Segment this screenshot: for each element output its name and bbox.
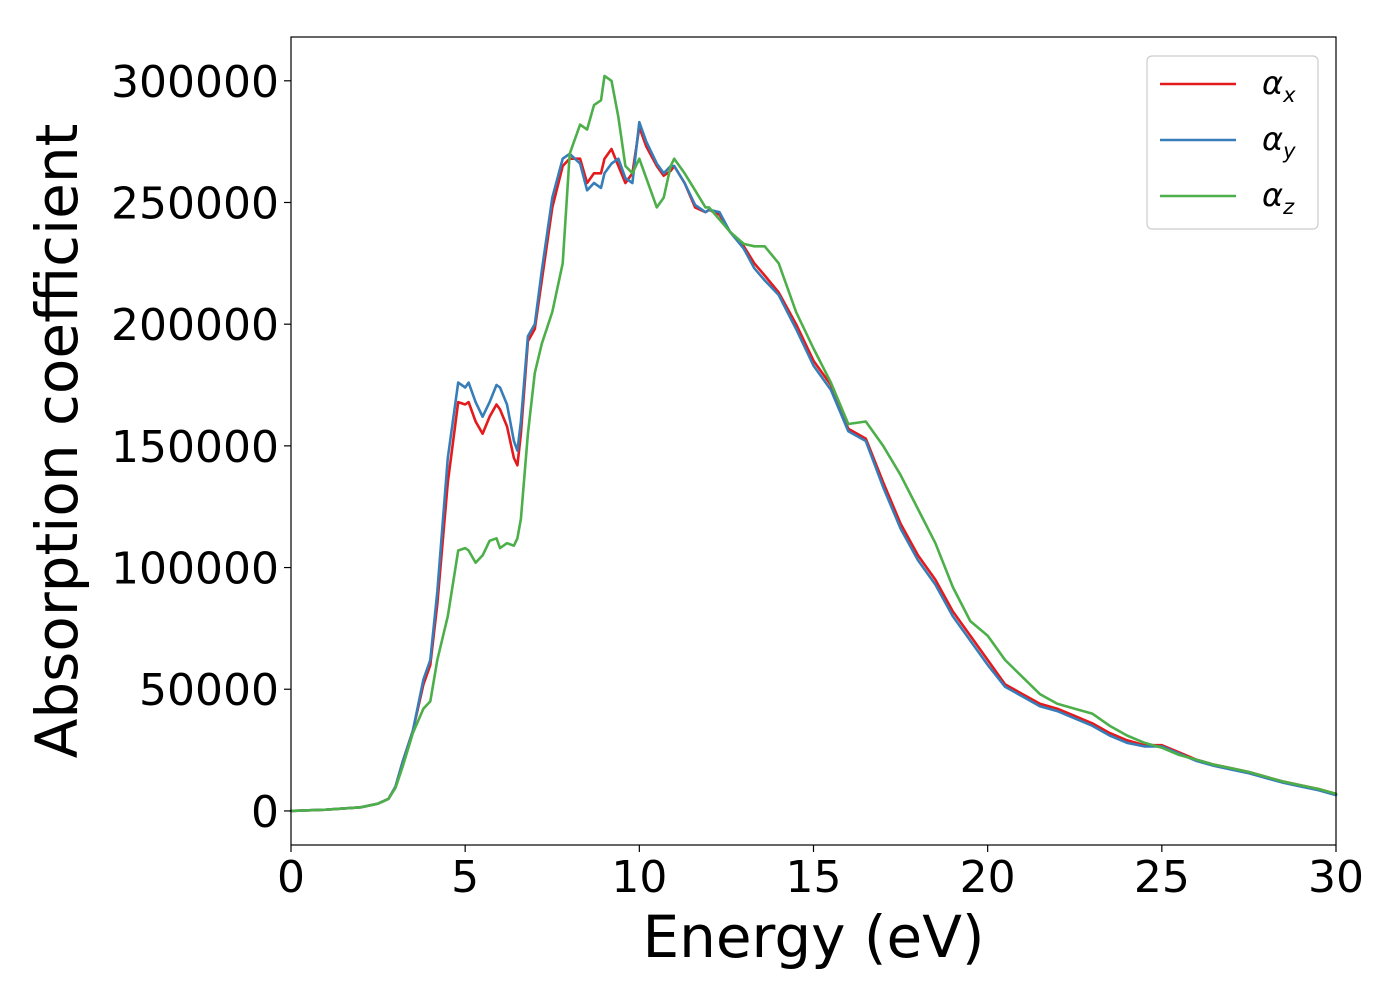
y-tick-label: 300000: [111, 57, 279, 108]
series-layer: [289, 74, 1338, 813]
y-tick-label: 150000: [111, 422, 279, 473]
y-axis-label: Absorption coefficient: [23, 124, 91, 759]
x-tick-label: 20: [960, 852, 1016, 903]
x-tick-label: 5: [451, 852, 479, 903]
x-axis-label: Energy (eV): [642, 903, 984, 971]
legend-label-z: αz: [1262, 176, 1295, 219]
x-tick-label: 15: [786, 852, 842, 903]
legend-label-x: αx: [1262, 64, 1296, 107]
x-tick-label: 0: [277, 852, 305, 903]
y-tick-label: 50000: [139, 665, 279, 716]
y-axis-ticks: 0 50000 100000 150000 200000 250000 300000: [111, 57, 291, 838]
y-tick-label: 100000: [111, 544, 279, 595]
x-axis-ticks: 0 5 10 15 20 25 30: [277, 845, 1364, 903]
y-tick-label: 0: [251, 787, 279, 838]
series-line-z: [289, 74, 1338, 813]
legend-label-y: αy: [1262, 120, 1296, 163]
y-tick-label: 250000: [111, 178, 279, 229]
legend-frame: [1146, 55, 1319, 230]
legend: αx αy αz: [1146, 55, 1319, 230]
x-tick-label: 30: [1308, 852, 1364, 903]
x-tick-label: 10: [611, 852, 667, 903]
y-tick-label: 200000: [111, 300, 279, 351]
x-tick-label: 25: [1134, 852, 1190, 903]
